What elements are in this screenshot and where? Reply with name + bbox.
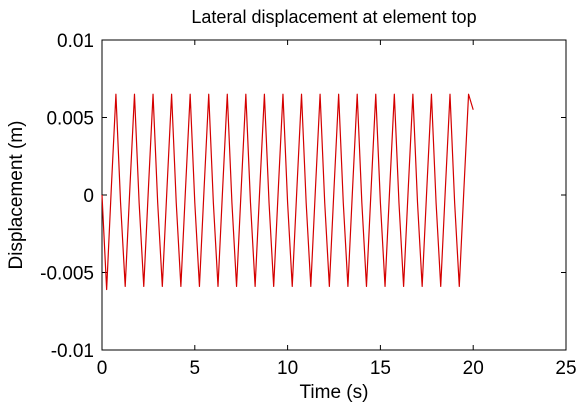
y-axis-label: Displacement (m) <box>6 121 27 270</box>
x-tick-label: 15 <box>370 358 391 379</box>
x-tick-label: 25 <box>555 358 576 379</box>
x-tick-label: 20 <box>463 358 484 379</box>
x-tick-label: 0 <box>97 358 108 379</box>
chart-title: Lateral displacement at element top <box>191 7 476 27</box>
y-tick-label: -0.01 <box>51 341 94 362</box>
y-tick-label: 0.01 <box>57 31 94 52</box>
y-tick-label: 0.005 <box>46 109 94 130</box>
x-tick-label: 5 <box>190 358 201 379</box>
x-axis-label: Time (s) <box>300 382 369 403</box>
y-tick-label: -0.005 <box>40 264 94 285</box>
series-line-0 <box>101 93 474 291</box>
x-tick-label: 10 <box>277 358 298 379</box>
y-tick-label: 0 <box>83 186 94 207</box>
